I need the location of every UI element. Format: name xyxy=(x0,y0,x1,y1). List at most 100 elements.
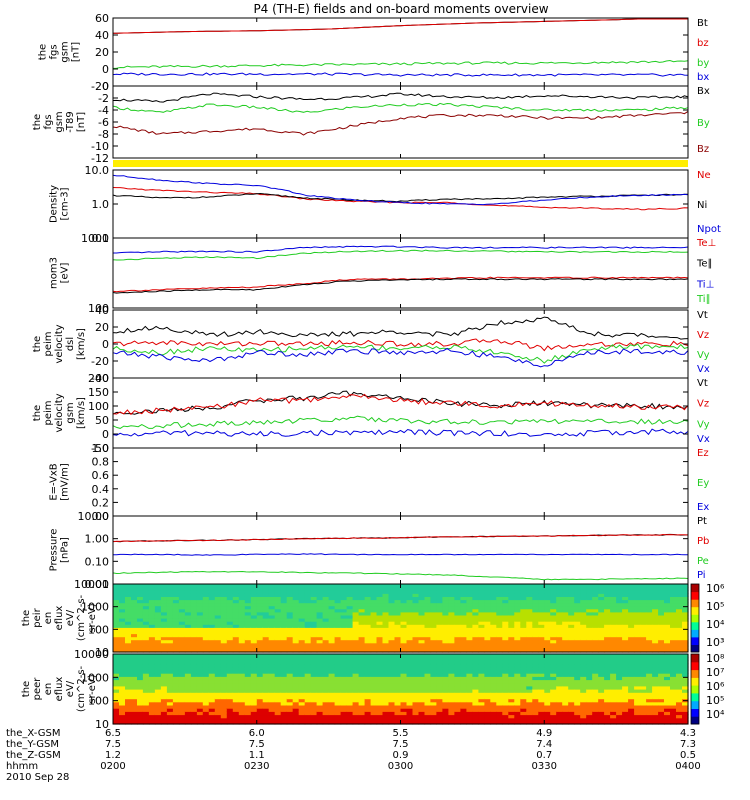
orbit-value: 7.4 xyxy=(536,739,552,750)
y-axis-label: [nT] xyxy=(71,42,82,62)
y-tick-label: 0 xyxy=(102,80,109,93)
orbit-value: 4.9 xyxy=(536,728,552,739)
panel-temp: Te⊥ Te∥ Ti⊥ Ti∥ 1000 100 mom3 [eV] xyxy=(49,232,717,315)
legend-Vy: Vy xyxy=(697,350,710,361)
series-Vx xyxy=(112,347,689,368)
panel-frame xyxy=(112,377,689,449)
series-Vt xyxy=(112,316,689,340)
legend-Vy: Vy xyxy=(697,419,710,430)
legend-Te⊥: Te⊥ xyxy=(696,238,716,249)
legend-Vz: Vz xyxy=(697,399,709,410)
y-tick-label: 1.0 xyxy=(92,442,110,455)
legend-Ey: Ey xyxy=(697,478,709,489)
orbit-value: 1.1 xyxy=(249,750,265,761)
series-Te⊥ xyxy=(112,276,689,293)
y-axis-label: the xyxy=(21,681,32,697)
y-axis-label: Pressure xyxy=(49,529,60,572)
y-tick-label: 50 xyxy=(95,414,109,427)
colorbar-tick: 10⁸ xyxy=(706,652,725,665)
y-axis-label: dsl xyxy=(65,337,76,351)
series-bx xyxy=(112,72,689,77)
y-tick-label: -50 xyxy=(91,442,109,455)
y-tick-label: 0 xyxy=(102,63,109,76)
colorbar-tick: 10⁵ xyxy=(706,694,724,707)
colorbar-peir_spec: 10⁶ 10⁵ 10⁴ 10³ xyxy=(690,582,725,653)
legend-Bz: Bz xyxy=(697,144,709,155)
panel-density: Ne Ni Npot 10.0 1.0 0.1 Density [cm-3] xyxy=(49,164,721,245)
quality-flag-bar xyxy=(113,160,688,167)
orbit-value: 7.5 xyxy=(249,739,265,750)
y-axis-label: peim xyxy=(43,331,54,356)
y-axis-label: [nPa] xyxy=(60,537,71,563)
series-Vz xyxy=(112,338,689,352)
y-axis-label: eflux xyxy=(54,677,65,702)
y-axis-label: the xyxy=(21,610,32,626)
y-tick-label: 100 xyxy=(88,695,109,708)
y-tick-label: 0.0 xyxy=(92,510,110,523)
y-tick-label: 1000 xyxy=(81,232,109,245)
y-tick-label: -10 xyxy=(91,140,109,153)
y-tick-label: 0 xyxy=(102,338,109,351)
legend-by: by xyxy=(697,58,709,69)
legend-By: By xyxy=(697,118,710,129)
y-tick-label: 10.00 xyxy=(78,510,110,523)
y-axis-label: [nT] xyxy=(76,112,87,132)
orbit-value: 0.5 xyxy=(680,750,696,761)
y-axis-label: fgs xyxy=(43,114,54,129)
legend-bz: bz xyxy=(697,38,709,49)
y-tick-label: 40 xyxy=(95,304,109,317)
y-tick-label: -4 xyxy=(98,104,109,117)
y-tick-label: 20 xyxy=(95,321,109,334)
series-Vy xyxy=(112,415,689,429)
orbit-value: 7.5 xyxy=(105,739,121,750)
panel-pressure: Pt Pb Pe Pi 10.00 1.00 0.10 0.01 Pressure [nPa] xyxy=(49,510,710,591)
legend-Vx: Vx xyxy=(697,434,710,445)
legend-Vt: Vt xyxy=(697,378,708,389)
legend-Ti∥: Ti∥ xyxy=(696,294,711,305)
series-Ti∥ xyxy=(112,249,689,261)
colorbar-tick: 10⁵ xyxy=(706,600,724,613)
y-axis-label: the xyxy=(32,405,43,421)
legend-Vz: Vz xyxy=(697,330,709,341)
orbit-value: 4.3 xyxy=(680,728,696,739)
y-axis-label: peir xyxy=(32,607,43,627)
orbit-value: 7.3 xyxy=(680,739,696,750)
orbit-value: 5.5 xyxy=(393,728,409,739)
y-tick-label: -12 xyxy=(91,152,109,165)
series-Bz xyxy=(112,110,689,136)
orbit-value: 0200 xyxy=(100,761,125,772)
orbit-value: 6.0 xyxy=(249,728,265,739)
y-tick-label: -20 xyxy=(91,80,109,93)
legend-bx: bx xyxy=(697,72,709,83)
panel-peir_spec: 10⁶ 10⁵ 10⁴ 10³ 10000 1000 100 10 the peir en eflux… xyxy=(21,578,725,659)
orbit-row-label: hhmm xyxy=(6,761,38,772)
figure-title: P4 (TH-E) fields and on-board moments ov… xyxy=(253,2,548,16)
legend-Ex: Ex xyxy=(697,502,709,513)
y-axis-label: the xyxy=(32,336,43,352)
y-tick-label: 0.1 xyxy=(92,232,110,245)
series-Ti⊥ xyxy=(113,245,689,254)
orbit-value: 1.2 xyxy=(105,750,121,761)
orbit-value: 0.7 xyxy=(536,750,552,761)
y-axis-label: eV/ xyxy=(65,609,76,626)
y-axis-label: the xyxy=(38,44,49,60)
y-axis-label: (cm^2-s- xyxy=(76,665,87,712)
panel-frame xyxy=(112,85,689,159)
y-tick-label: 0.2 xyxy=(92,496,110,509)
y-tick-label: -8 xyxy=(98,128,109,141)
colorbar-tick: 10⁴ xyxy=(706,618,725,631)
y-tick-label: -20 xyxy=(91,355,109,368)
y-tick-label: 0.8 xyxy=(92,456,110,469)
y-tick-label: 10.0 xyxy=(85,164,110,177)
series-Ne xyxy=(112,187,689,211)
legend-Ni: Ni xyxy=(697,200,707,211)
panel-fgs_dif: Bx By Bz 0-2-4-6-8-10-12 the fgs gsm -T89 [nT] xyxy=(32,80,710,165)
legend-Bt: Bt xyxy=(697,18,708,29)
series-Vz xyxy=(112,393,689,416)
colorbar-tick: 10³ xyxy=(706,636,724,649)
y-axis-label: gsm xyxy=(65,402,76,423)
y-axis-label: [eV] xyxy=(60,263,71,284)
series-Vy xyxy=(112,343,689,364)
